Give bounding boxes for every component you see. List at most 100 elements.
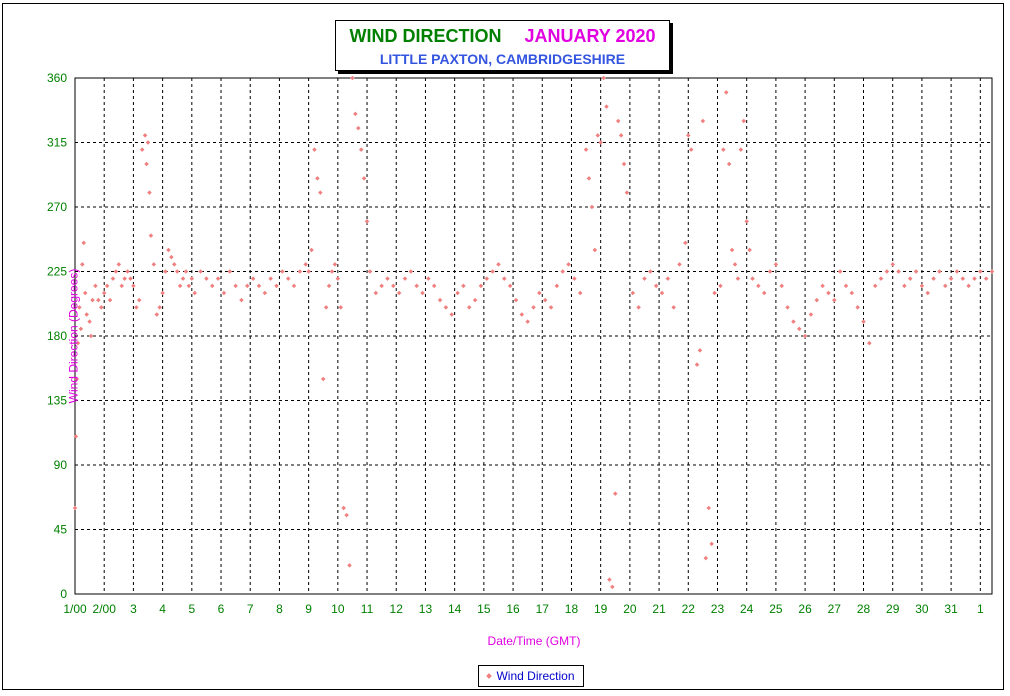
data-point bbox=[396, 290, 402, 296]
data-point bbox=[116, 262, 122, 267]
x-tick-label: 30 bbox=[915, 602, 929, 616]
data-point bbox=[455, 290, 460, 296]
data-point bbox=[151, 262, 157, 267]
data-point bbox=[613, 491, 618, 496]
data-point bbox=[385, 276, 390, 281]
data-point bbox=[592, 247, 598, 253]
data-point bbox=[814, 297, 820, 303]
data-point bbox=[703, 555, 709, 561]
data-point bbox=[315, 176, 320, 181]
data-point bbox=[227, 269, 233, 274]
data-point bbox=[72, 505, 78, 511]
data-point bbox=[209, 283, 215, 289]
data-point bbox=[872, 283, 878, 289]
x-tick-label: 4 bbox=[159, 602, 166, 616]
data-point bbox=[726, 161, 732, 167]
y-tick-label: 270 bbox=[47, 200, 67, 214]
data-point bbox=[843, 283, 849, 289]
data-point bbox=[291, 283, 297, 289]
data-point bbox=[607, 577, 612, 582]
data-point bbox=[262, 290, 268, 296]
data-point bbox=[84, 312, 89, 317]
data-point bbox=[245, 283, 250, 289]
y-tick-label: 90 bbox=[54, 458, 68, 472]
data-point bbox=[832, 297, 837, 303]
data-point bbox=[180, 276, 186, 281]
data-point bbox=[896, 269, 901, 274]
data-point bbox=[519, 312, 525, 317]
x-tick-label: 13 bbox=[419, 602, 433, 616]
data-point bbox=[761, 290, 767, 296]
data-point bbox=[659, 290, 665, 296]
y-tick-label: 180 bbox=[47, 329, 67, 343]
data-point bbox=[884, 269, 890, 274]
x-tick-label: 7 bbox=[247, 602, 254, 616]
data-point bbox=[507, 283, 513, 289]
data-point bbox=[99, 305, 104, 310]
data-point bbox=[110, 276, 116, 281]
data-point bbox=[738, 147, 744, 152]
data-point bbox=[577, 290, 583, 296]
x-tick-label: 1/00 bbox=[63, 602, 87, 616]
data-point bbox=[472, 297, 478, 303]
data-point bbox=[686, 133, 691, 138]
data-point bbox=[329, 269, 335, 274]
data-point bbox=[744, 219, 749, 224]
chart-subtitle: LITTLE PAXTON, CAMBRIDGESHIRE bbox=[379, 51, 626, 67]
data-point bbox=[741, 118, 747, 124]
data-point bbox=[943, 283, 948, 289]
data-point bbox=[144, 161, 149, 167]
data-point bbox=[358, 147, 364, 152]
data-point bbox=[139, 147, 145, 152]
data-point bbox=[983, 276, 989, 281]
data-point bbox=[878, 276, 884, 281]
data-point bbox=[285, 276, 291, 281]
x-tick-label: 2/00 bbox=[93, 602, 117, 616]
data-point bbox=[192, 290, 197, 296]
data-point bbox=[189, 276, 195, 281]
data-point bbox=[779, 283, 784, 289]
data-point bbox=[849, 290, 855, 296]
data-point bbox=[119, 283, 124, 289]
data-point bbox=[157, 305, 162, 310]
chart-frame bbox=[2, 3, 1004, 690]
data-point bbox=[972, 276, 977, 281]
x-tick-label: 23 bbox=[711, 602, 725, 616]
legend-marker-icon bbox=[486, 673, 493, 679]
data-point bbox=[837, 269, 843, 274]
data-point bbox=[531, 305, 536, 310]
data-point bbox=[709, 541, 714, 547]
data-point bbox=[808, 312, 814, 317]
data-point bbox=[826, 290, 831, 296]
data-point bbox=[721, 147, 726, 152]
data-point bbox=[147, 190, 152, 195]
data-point bbox=[502, 276, 507, 281]
data-point bbox=[367, 269, 373, 274]
data-point bbox=[198, 269, 203, 274]
data-point bbox=[966, 283, 971, 289]
data-point bbox=[122, 276, 127, 281]
data-point bbox=[610, 584, 615, 590]
chart-title-date: JANUARY 2020 bbox=[524, 26, 656, 46]
data-point bbox=[697, 348, 703, 353]
data-point bbox=[332, 262, 338, 267]
data-point bbox=[80, 262, 85, 267]
data-point bbox=[802, 333, 808, 339]
data-point bbox=[414, 283, 419, 289]
data-point bbox=[796, 326, 802, 332]
data-point bbox=[586, 176, 592, 181]
data-point bbox=[785, 305, 790, 310]
x-tick-label: 20 bbox=[623, 602, 637, 616]
x-tick-label: 25 bbox=[769, 602, 783, 616]
data-point bbox=[671, 305, 676, 310]
data-point bbox=[136, 297, 142, 303]
data-point bbox=[73, 434, 79, 439]
x-tick-label: 26 bbox=[798, 602, 812, 616]
data-point bbox=[93, 283, 98, 289]
data-point bbox=[820, 283, 825, 289]
data-point bbox=[919, 283, 925, 289]
data-point bbox=[931, 276, 936, 281]
data-point bbox=[683, 240, 688, 246]
data-point bbox=[566, 262, 571, 267]
x-tick-label: 24 bbox=[740, 602, 754, 616]
